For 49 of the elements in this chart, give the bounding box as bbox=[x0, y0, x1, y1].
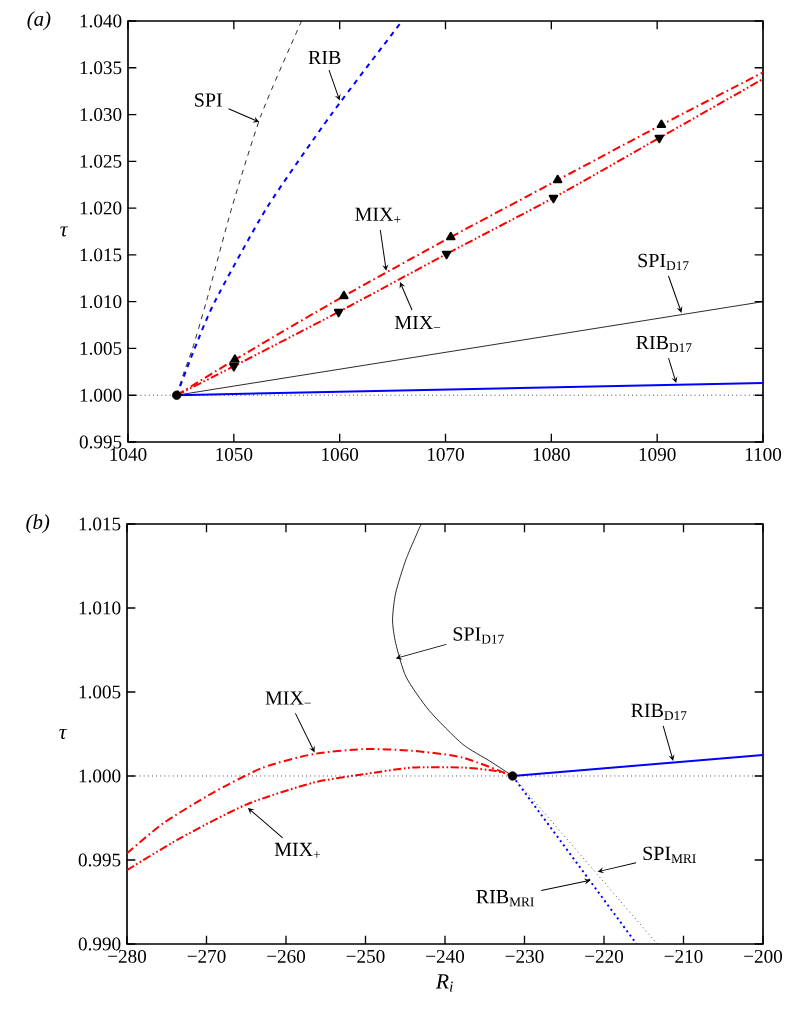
annotation: SPI$_{MRI}$ bbox=[643, 846, 696, 863]
y-tick-label: 1.015 bbox=[79, 517, 121, 531]
x-tick-label: 1080 bbox=[533, 447, 570, 461]
x-tick-label: −220 bbox=[585, 949, 624, 963]
x-tick-label: 1100 bbox=[745, 447, 782, 461]
chart-title: (b) bbox=[26, 514, 50, 534]
annotation: MIX$_{−}$ bbox=[265, 691, 311, 705]
x-tick-label: 1040 bbox=[110, 447, 147, 461]
annotation: RIB$_{MRI}$ bbox=[476, 890, 534, 907]
annotation: MIX$_{−}$ bbox=[394, 315, 441, 330]
annotation: RIB$_{D17}$ bbox=[631, 703, 687, 720]
x-tick-label: 1060 bbox=[322, 447, 359, 461]
annotation: RIB$_{D17}$ bbox=[636, 335, 692, 353]
y-tick-label: 1.000 bbox=[79, 769, 121, 783]
y-tick-label: 1.005 bbox=[80, 341, 122, 355]
x-tick-label: −200 bbox=[744, 949, 783, 963]
annotation: SPI bbox=[195, 93, 222, 107]
y-tick-label: 1.025 bbox=[80, 154, 122, 168]
x-tick-label: −250 bbox=[346, 949, 385, 963]
annotation: SPI$_{D17}$ bbox=[453, 627, 504, 644]
x-tick-label: −270 bbox=[187, 949, 226, 963]
y-tick-label: 1.010 bbox=[79, 601, 121, 615]
y-tick-label: 1.015 bbox=[80, 248, 122, 262]
y-tick-label: 0.990 bbox=[78, 937, 121, 951]
y-tick-label: 1.000 bbox=[80, 388, 122, 402]
x-tick-label: −280 bbox=[108, 949, 147, 963]
x-axis-title: R$_{i}$ bbox=[435, 974, 453, 992]
y-tick-label: 1.020 bbox=[80, 201, 122, 215]
y-tick-label: 1.005 bbox=[79, 685, 121, 699]
annotation: MIX$_{+}$ bbox=[274, 842, 320, 858]
y-tick-label: 1.030 bbox=[80, 108, 122, 122]
y-axis-title: τ bbox=[60, 226, 69, 237]
x-tick-label: 1090 bbox=[639, 447, 676, 461]
annotation: SPI$_{D17}$ bbox=[638, 253, 689, 271]
x-tick-label: 1070 bbox=[428, 447, 464, 461]
x-tick-label: −240 bbox=[426, 949, 465, 963]
chart-title: (a) bbox=[27, 11, 51, 31]
y-tick-label: 1.040 bbox=[80, 14, 122, 28]
x-tick-label: −210 bbox=[664, 949, 703, 963]
annotation: MIX$_{+}$ bbox=[355, 207, 401, 223]
y-tick-label: 0.995 bbox=[78, 853, 121, 867]
y-tick-label: 1.010 bbox=[80, 295, 122, 309]
annotation: RIB bbox=[308, 50, 341, 65]
y-tick-label: 1.035 bbox=[80, 61, 122, 75]
y-tick-label: 0.995 bbox=[79, 435, 122, 449]
x-tick-label: −260 bbox=[267, 949, 306, 963]
x-tick-label: 1050 bbox=[216, 447, 253, 461]
y-axis-title: τ bbox=[59, 728, 68, 740]
x-tick-label: −230 bbox=[505, 949, 544, 963]
